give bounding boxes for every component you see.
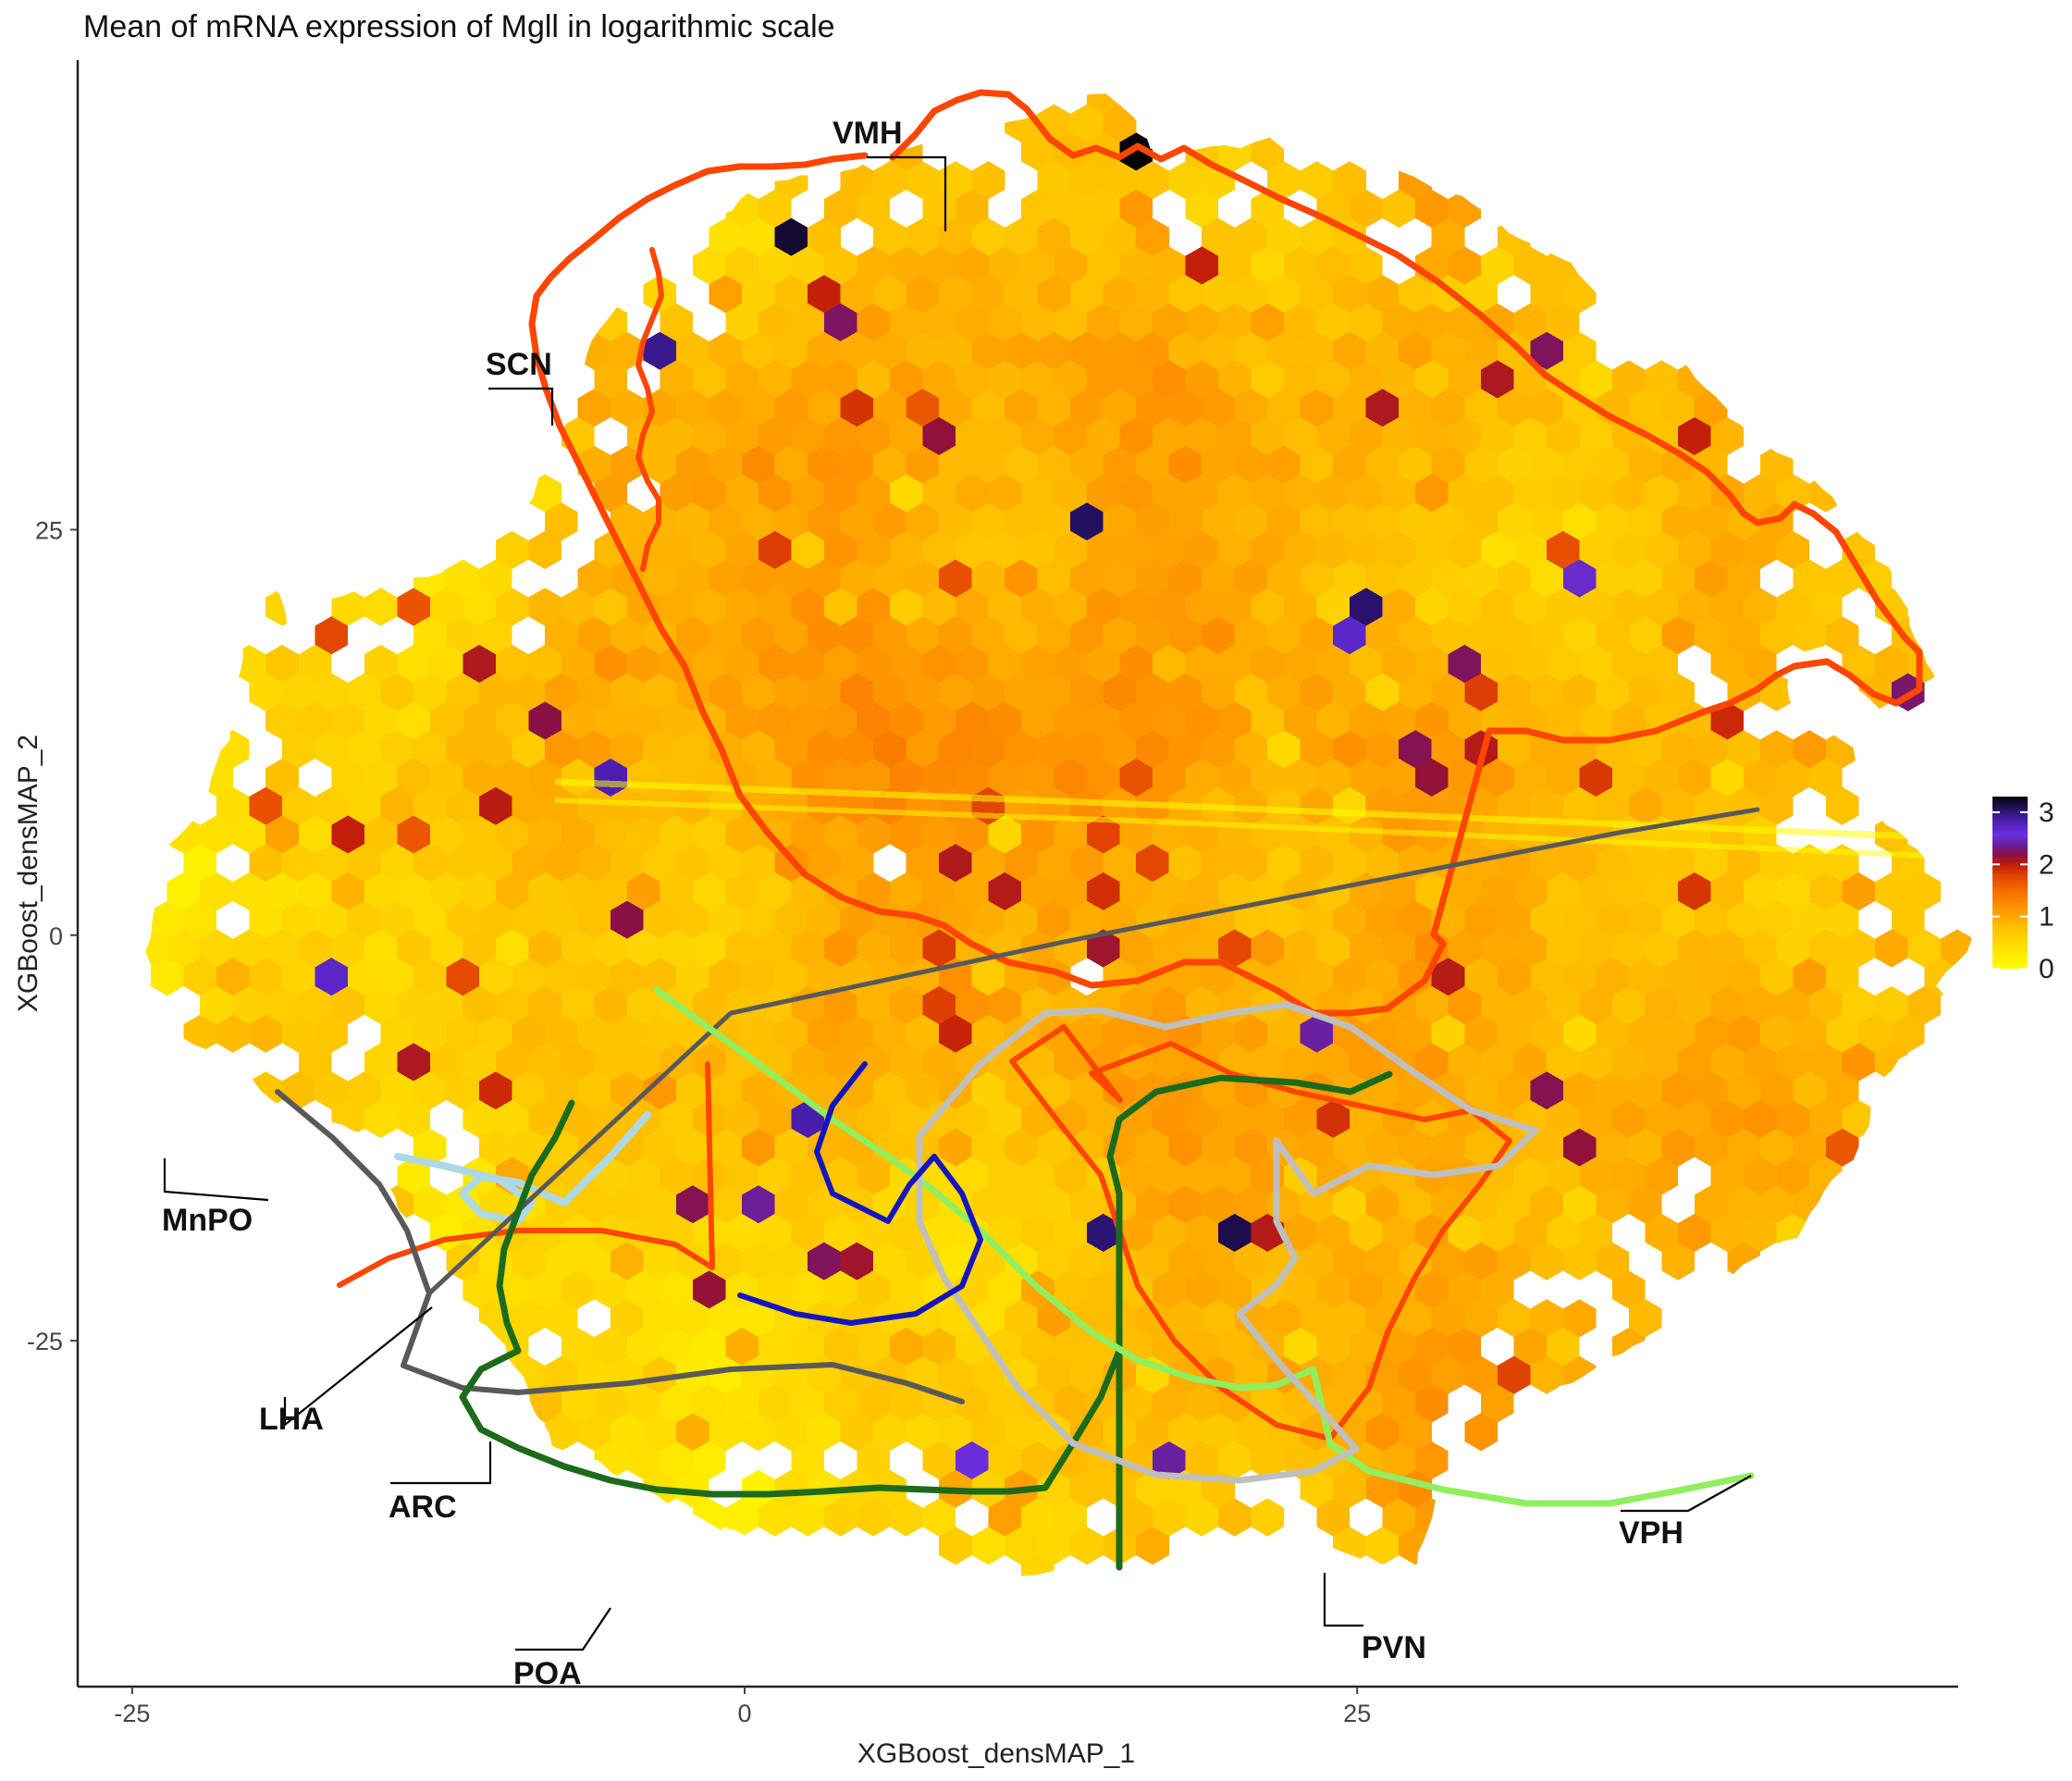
svg-text:Mean of mRNA expression of Mgl: Mean of mRNA expression of Mgll in logar… bbox=[83, 9, 835, 44]
svg-text:1: 1 bbox=[2039, 902, 2054, 933]
svg-text:XGBoost_densMAP_1: XGBoost_densMAP_1 bbox=[857, 1738, 1135, 1769]
svg-text:0: 0 bbox=[49, 922, 63, 950]
svg-text:2: 2 bbox=[2039, 849, 2054, 880]
svg-text:XGBoost_densMAP_2: XGBoost_densMAP_2 bbox=[13, 735, 43, 1012]
svg-text:LHA: LHA bbox=[259, 1402, 324, 1437]
svg-text:0: 0 bbox=[737, 1700, 751, 1727]
svg-text:ARC: ARC bbox=[388, 1490, 457, 1525]
svg-text:MnPO: MnPO bbox=[162, 1203, 253, 1238]
svg-text:-25: -25 bbox=[27, 1328, 63, 1355]
svg-text:25: 25 bbox=[1343, 1700, 1371, 1727]
svg-text:3: 3 bbox=[2039, 798, 2054, 828]
svg-text:VPH: VPH bbox=[1619, 1515, 1684, 1551]
svg-text:VMH: VMH bbox=[832, 116, 903, 151]
svg-text:-25: -25 bbox=[114, 1700, 150, 1727]
svg-text:PVN: PVN bbox=[1362, 1630, 1426, 1665]
svg-text:POA: POA bbox=[513, 1656, 582, 1691]
svg-text:0: 0 bbox=[2039, 954, 2054, 984]
svg-text:25: 25 bbox=[35, 517, 63, 545]
svg-text:SCN: SCN bbox=[486, 347, 552, 382]
